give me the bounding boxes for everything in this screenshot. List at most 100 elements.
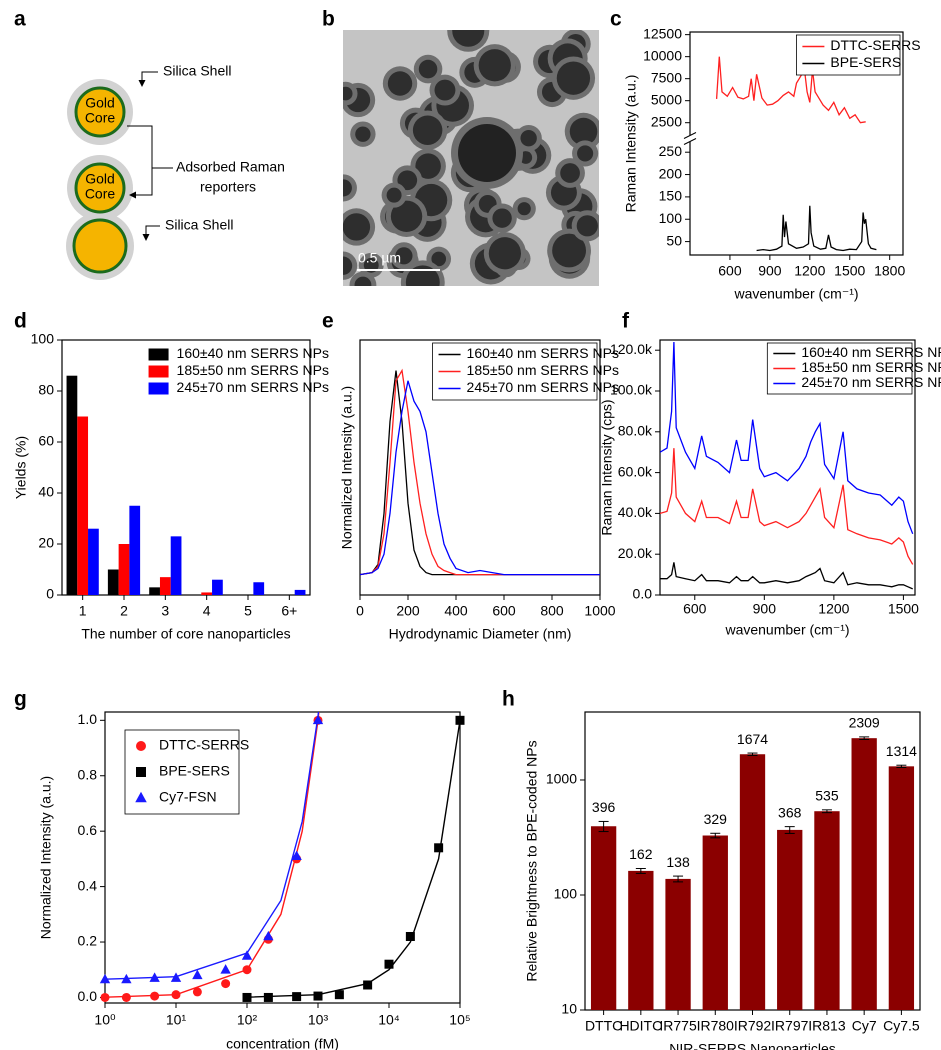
x-tick-label: 900 (758, 263, 782, 279)
x-tick-label: HDITC (619, 1018, 662, 1034)
y-tick-label: 0.8 (78, 766, 98, 782)
data-point (241, 950, 253, 960)
y-tick-label: 7500 (651, 69, 682, 85)
data-point (263, 992, 273, 1002)
panel-label: f (622, 310, 630, 333)
y-tick-label: 60.0k (618, 463, 653, 479)
legend-swatch (136, 767, 146, 777)
bar (107, 569, 119, 595)
bar (66, 375, 78, 595)
particle-core (577, 145, 594, 162)
data-point (170, 972, 182, 982)
data-line (660, 562, 913, 590)
bar (665, 878, 691, 1010)
x-tick-label: 3 (161, 603, 169, 619)
particle-core (395, 247, 413, 265)
particle-core (556, 61, 591, 95)
legend-label: Cy7-FSN (159, 789, 217, 805)
particle-core (431, 251, 447, 267)
data-point (150, 991, 160, 1001)
y-tick-label: 50 (666, 232, 682, 248)
data-point (455, 715, 465, 725)
legend-label: 245±70 nm SERRS NPs (467, 379, 619, 395)
y-axis-label: Normalized Intensity (a.u.) (38, 776, 54, 939)
x-tick-label: 1500 (888, 601, 919, 617)
x-tick-label: Cy7 (852, 1018, 877, 1034)
y-axis-label: Yields (%) (13, 436, 29, 499)
x-tick-label: 10² (237, 1012, 258, 1028)
panel-label: g (14, 688, 27, 711)
y-tick-label: 20.0k (618, 545, 653, 561)
particle-core (517, 202, 531, 216)
bar (149, 587, 160, 595)
core-label: Core (85, 110, 116, 126)
legend-label: 245±70 nm SERRS NPs (177, 379, 329, 395)
bar (628, 870, 654, 1010)
x-tick-label: 10⁰ (94, 1012, 116, 1028)
panel-label: e (322, 310, 334, 333)
x-axis-label: wavenumber (cm⁻¹) (724, 622, 849, 638)
plot-frame (359, 339, 601, 596)
y-tick-label: 150 (659, 188, 683, 204)
x-tick-label: 600 (683, 601, 707, 617)
data-point (100, 992, 110, 1002)
bar (77, 416, 89, 595)
bar (88, 528, 99, 595)
bar (851, 738, 877, 1010)
legend-swatch (148, 382, 169, 395)
legend-label: 185±50 nm SERRS NPs (801, 359, 941, 375)
particle-core (458, 124, 516, 182)
x-tick-label: 400 (444, 603, 468, 619)
y-tick-label: 250 (659, 143, 683, 159)
particle-core (343, 213, 371, 241)
particle-core (415, 153, 441, 179)
y-tick-label: 10000 (643, 47, 682, 63)
data-point (171, 990, 181, 1000)
data-line (756, 205, 877, 252)
particle-core (478, 49, 511, 82)
axis-break (683, 138, 697, 145)
particle-core (560, 163, 580, 183)
x-tick-label: DTTC (585, 1018, 622, 1034)
x-tick-label: 1500 (834, 263, 865, 279)
particle-core (397, 170, 418, 191)
y-tick-label: 2500 (651, 113, 682, 129)
data-point (313, 991, 323, 1001)
particle-core (354, 276, 372, 286)
legend-swatch (148, 365, 169, 378)
panel-label: d (14, 310, 27, 333)
particle-core (492, 208, 512, 228)
data-point (242, 965, 252, 975)
shell-label: Silica Shell (165, 217, 233, 233)
y-tick-label: 40.0k (618, 504, 653, 520)
legend-label: 160±40 nm SERRS NPs (467, 345, 619, 361)
data-point (434, 843, 444, 853)
legend-label: 245±70 nm SERRS NPs (801, 374, 941, 390)
bar (590, 826, 617, 1010)
particle-core (390, 200, 423, 232)
y-tick-label: 80 (38, 382, 54, 398)
x-tick-label: 2 (120, 603, 128, 619)
particle-core (343, 256, 353, 275)
particle-core (387, 71, 413, 96)
reporter-label: reporters (200, 179, 256, 195)
panel-label: h (502, 688, 515, 711)
particle-core (363, 257, 379, 273)
x-tick-label: 10⁴ (378, 1012, 400, 1028)
bar (777, 829, 803, 1010)
bar (253, 582, 265, 595)
x-axis-label: wavenumber (cm⁻¹) (733, 286, 858, 302)
legend-label: BPE-SERS (159, 763, 230, 779)
y-tick-label: 100 (659, 210, 683, 226)
x-tick-label: IR797 (771, 1018, 809, 1034)
particle-core (452, 30, 485, 47)
x-tick-label: 0 (356, 603, 364, 619)
bar (702, 835, 728, 1010)
data-point (192, 969, 203, 980)
data-point (312, 714, 324, 725)
x-tick-label: 10¹ (166, 1012, 187, 1028)
plot-frame (104, 711, 461, 1004)
scale-bar-label: 0.5 µm (358, 250, 401, 266)
x-axis-label: Hydrodynamic Diameter (nm) (389, 626, 572, 642)
